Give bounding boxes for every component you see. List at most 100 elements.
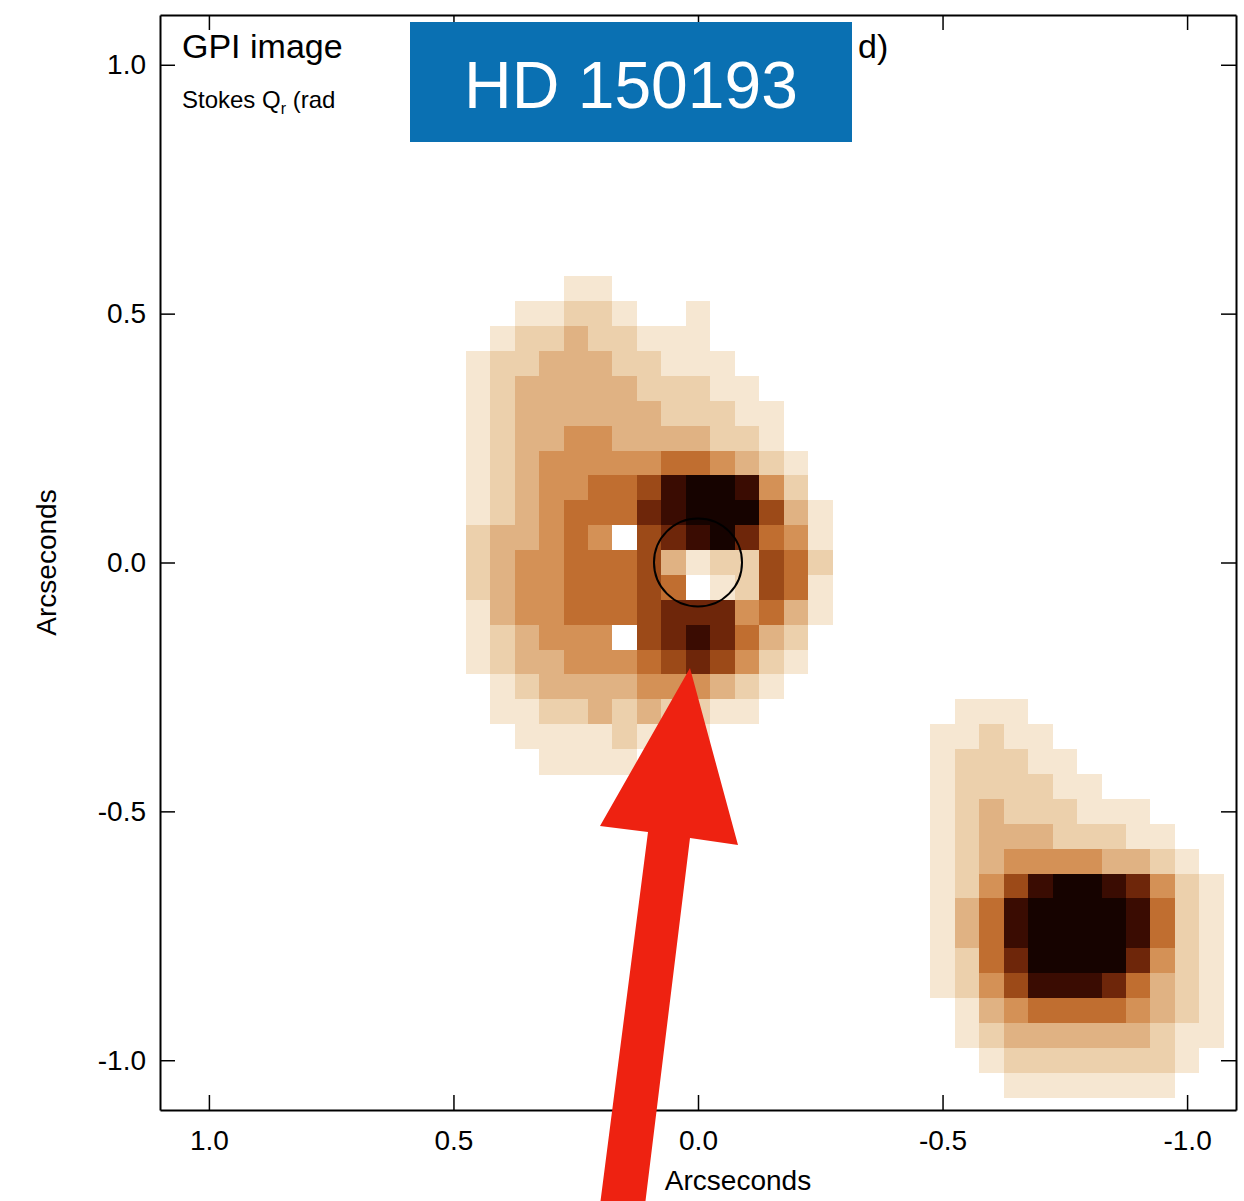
chart: 1.00.50.0-0.5-1.01.00.50.0-0.5-1.0Arcsec… (0, 0, 1244, 1201)
heatmap-cell (710, 451, 735, 476)
heatmap-cell (930, 799, 955, 824)
heatmap-cell (784, 500, 809, 525)
heatmap-cell (1053, 948, 1078, 973)
heatmap-cell (979, 998, 1004, 1023)
heatmap-cell (1150, 973, 1175, 998)
heatmap-cell (466, 451, 491, 476)
heatmap-cell (955, 898, 980, 923)
heatmap-cell (1028, 699, 1053, 724)
heatmap-cell (515, 475, 540, 500)
title-end: d) (858, 27, 888, 65)
heatmap-cell (588, 600, 613, 625)
heatmap-cell (1004, 849, 1029, 874)
heatmap-cell (1175, 824, 1200, 849)
heatmap-cell (955, 1023, 980, 1048)
heatmap-cell (686, 451, 711, 476)
tick (943, 15, 944, 30)
heatmap-cell (930, 749, 955, 774)
tick: 0.0 (107, 547, 175, 578)
heatmap-cell (1077, 849, 1102, 874)
heatmap-cell (735, 475, 760, 500)
heatmap-cell (1199, 948, 1224, 973)
heatmap-cell (784, 451, 809, 476)
heatmap-cell (515, 525, 540, 550)
heatmap-cell (930, 1073, 955, 1098)
heatmap-cell (1150, 1048, 1175, 1073)
tick-mark (1221, 65, 1236, 67)
heatmap-cell (612, 301, 637, 326)
heatmap-cell (979, 923, 1004, 948)
heatmap-cell (979, 849, 1004, 874)
heatmap-cell (808, 625, 833, 650)
heatmap-cell (1126, 1048, 1151, 1073)
heatmap-cell (808, 724, 833, 749)
heatmap-cell (1028, 799, 1053, 824)
heatmap-cell (637, 699, 662, 724)
heatmap-cell (955, 1048, 980, 1073)
heatmap-cell (1199, 849, 1224, 874)
tick-mark (1187, 1095, 1189, 1110)
title: GPI image (182, 27, 343, 65)
heatmap-cell (710, 650, 735, 675)
heatmap-cell (466, 326, 491, 351)
heatmap-cell (686, 550, 711, 575)
heatmap-cell (710, 575, 735, 600)
heatmap-cell (1028, 948, 1053, 973)
tick (1221, 314, 1236, 315)
heatmap-cell (759, 575, 784, 600)
heatmap-cell (1077, 724, 1102, 749)
heatmap-cell (1004, 824, 1029, 849)
heatmap-cell (784, 401, 809, 426)
heatmap-cell (490, 451, 515, 476)
heatmap-cell (612, 674, 637, 699)
heatmap-cell (515, 376, 540, 401)
heatmap-cell (539, 575, 564, 600)
heatmap-cell (637, 525, 662, 550)
heatmap-cell (735, 699, 760, 724)
heatmap-cell (759, 749, 784, 774)
heatmap-cell (1053, 874, 1078, 899)
tick: 0.5 (434, 1095, 473, 1156)
heatmap-cell (539, 401, 564, 426)
heatmap-cell (808, 351, 833, 376)
heatmap-cell (515, 674, 540, 699)
heatmap-cell (808, 550, 833, 575)
heatmap-cell (466, 650, 491, 675)
tick-mark (1221, 313, 1236, 315)
heatmap-cell (637, 426, 662, 451)
heatmap-cell (539, 500, 564, 525)
heatmap-cell (490, 724, 515, 749)
heatmap-cell (466, 550, 491, 575)
heatmap-cell (1199, 874, 1224, 899)
heatmap-cell (588, 426, 613, 451)
heatmap-cell (1028, 774, 1053, 799)
heatmap-cell (564, 326, 589, 351)
heatmap-cell (1004, 724, 1029, 749)
heatmap-cell (710, 301, 735, 326)
heatmap-cell (808, 376, 833, 401)
heatmap-cell (539, 451, 564, 476)
heatmap-cell (1102, 898, 1127, 923)
heatmap-cell (930, 849, 955, 874)
heatmap-cell (1199, 774, 1224, 799)
heatmap-cell (1102, 1023, 1127, 1048)
heatmap-cell (735, 724, 760, 749)
heatmap-cell (686, 301, 711, 326)
heatmap-cell (808, 674, 833, 699)
heatmap-cell (539, 625, 564, 650)
heatmap-cell (637, 351, 662, 376)
heatmap-cell (686, 500, 711, 525)
heatmap-cell (490, 401, 515, 426)
heatmap-cell (1077, 824, 1102, 849)
heatmap-cell (612, 699, 637, 724)
heatmap-cell (1053, 1073, 1078, 1098)
heatmap-cell (1004, 774, 1029, 799)
heatmap-cell (637, 625, 662, 650)
heatmap-cell (979, 799, 1004, 824)
heatmap-cell (661, 376, 686, 401)
heatmap-cell (759, 525, 784, 550)
heatmap-cell (1004, 799, 1029, 824)
tick-label: 1.0 (107, 49, 146, 80)
heatmap-cell (661, 326, 686, 351)
heatmap-cell (612, 724, 637, 749)
